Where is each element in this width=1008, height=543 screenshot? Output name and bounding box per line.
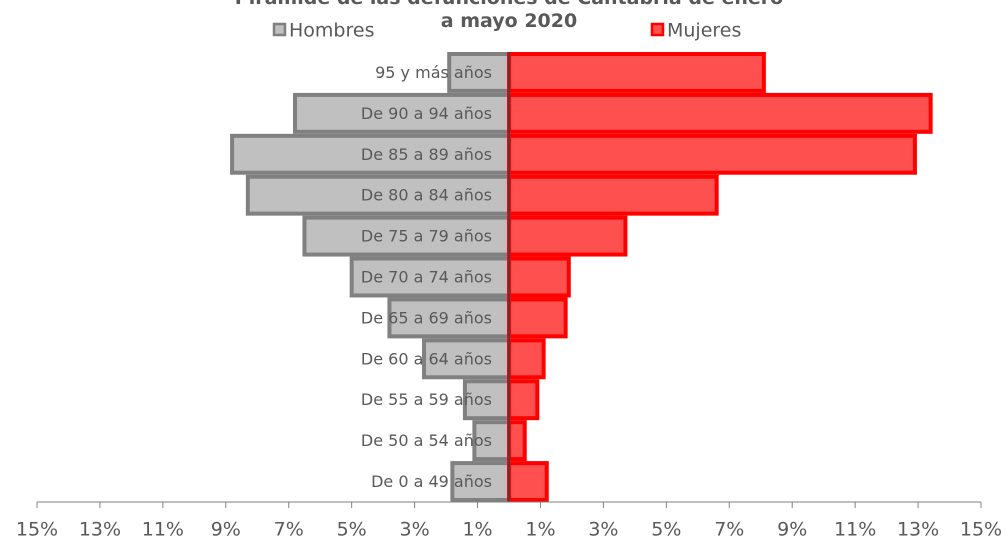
- x-tick-label: 13%: [897, 519, 939, 541]
- x-tick-label: 7%: [274, 519, 304, 541]
- x-tick-label: 11%: [142, 519, 184, 541]
- x-tick-label: 9%: [777, 519, 807, 541]
- bar: [507, 338, 546, 380]
- x-tick-label: 1%: [525, 519, 555, 541]
- x-tick-label: 15%: [960, 519, 1002, 541]
- bar: [507, 215, 628, 257]
- legend-swatch: [272, 22, 287, 37]
- bar: [302, 215, 512, 257]
- category-label: 95 y más años: [375, 63, 492, 82]
- category-label: De 75 a 79 años: [361, 227, 492, 246]
- bar: [422, 338, 512, 380]
- x-tick-label: 3%: [588, 519, 618, 541]
- x-tick-label: 11%: [834, 519, 876, 541]
- x-tick-label: 7%: [714, 519, 744, 541]
- bar: [507, 174, 719, 216]
- bar: [507, 379, 540, 421]
- x-tick-label: 1%: [462, 519, 492, 541]
- category-label: De 0 a 49 años: [371, 472, 492, 491]
- category-label: De 65 a 69 años: [361, 308, 492, 327]
- category-label: De 80 a 84 años: [361, 186, 492, 205]
- category-label: De 85 a 89 años: [361, 145, 492, 164]
- x-tick-label: 5%: [337, 519, 367, 541]
- chart-title: Pirámide de las defunciones de Cantabria…: [235, 0, 783, 32]
- x-tick-label: 15%: [16, 519, 58, 541]
- legend-swatch: [650, 22, 665, 37]
- bar: [507, 297, 568, 339]
- bar: [507, 133, 917, 175]
- bar: [293, 92, 511, 134]
- bar: [472, 420, 511, 462]
- x-tick-label: 5%: [651, 519, 681, 541]
- bar: [507, 52, 766, 93]
- category-label: De 50 a 54 años: [361, 431, 492, 450]
- bar: [462, 379, 511, 421]
- category-label: De 55 a 59 años: [361, 390, 492, 409]
- bar: [507, 420, 527, 462]
- x-tick-label: 3%: [400, 519, 430, 541]
- legend-label: Mujeres: [667, 20, 741, 42]
- legend-label: Hombres: [289, 20, 374, 42]
- x-tick-label: 9%: [211, 519, 241, 541]
- bar: [507, 256, 571, 298]
- bar: [230, 133, 512, 175]
- category-label: De 70 a 74 años: [361, 268, 492, 287]
- category-label: De 90 a 94 años: [361, 104, 492, 123]
- category-label: De 60 a 64 años: [361, 349, 492, 368]
- x-tick-label: 13%: [79, 519, 121, 541]
- bar: [507, 461, 549, 503]
- bar: [447, 52, 512, 93]
- bar: [507, 92, 933, 134]
